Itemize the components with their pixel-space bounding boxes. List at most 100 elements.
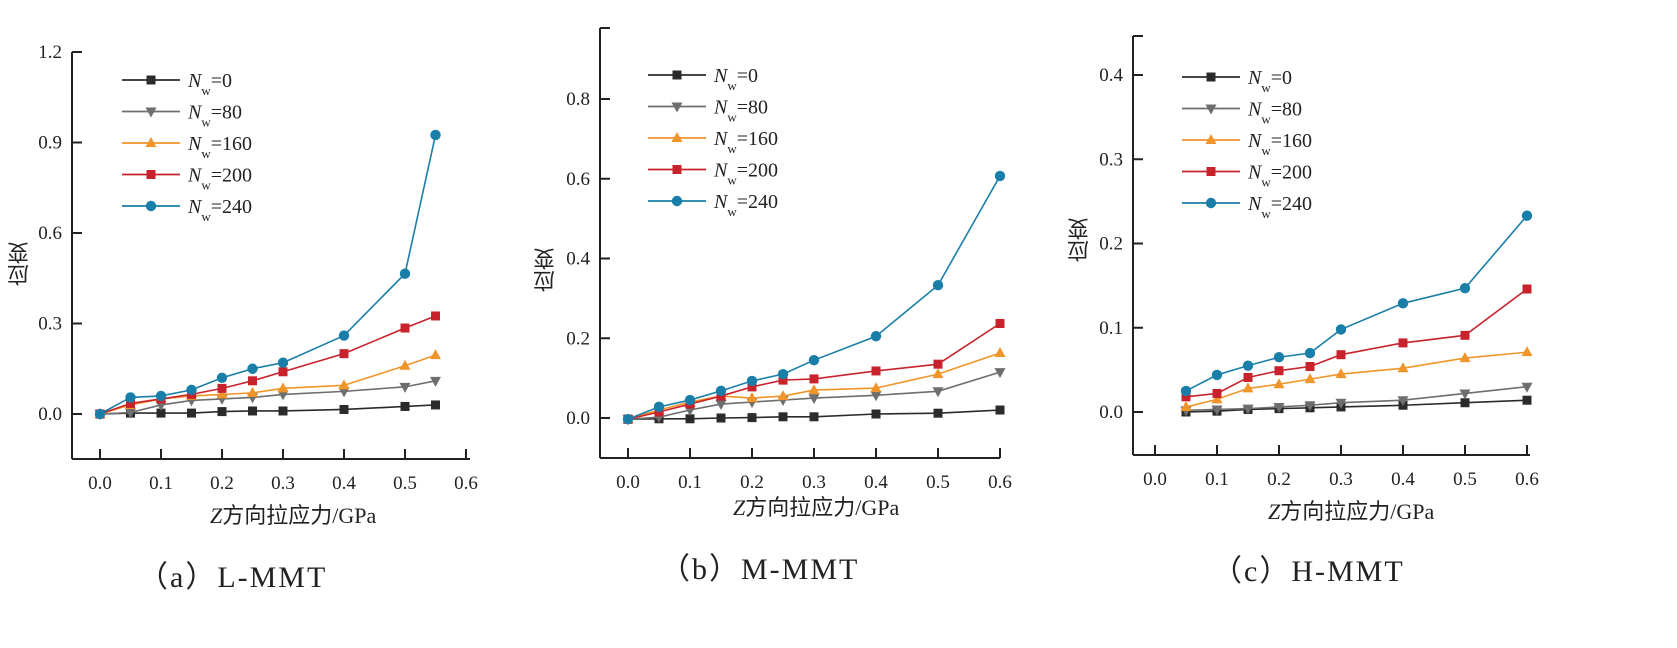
legend-label: Nw=200: [1247, 162, 1312, 190]
data-point: [777, 390, 789, 401]
series-nw-0: [95, 400, 440, 419]
data-point: [277, 390, 289, 401]
legend-marker: [146, 75, 156, 85]
y-tick-label: 0.1: [1099, 318, 1123, 339]
data-point: [1211, 405, 1223, 416]
x-tick-label: 0.3: [802, 472, 826, 493]
y-tick-label: 0.6: [566, 169, 590, 190]
series-line: [99, 404, 436, 415]
legend-marker: [145, 107, 157, 118]
legend: Nw=0 Nw=80 Nw=160 Nw=200 Nw=240: [1182, 67, 1312, 221]
data-point: [778, 412, 788, 422]
chart-panel-c: 0.0 0.1 0.2 0.3 0.4 0.0 0.1 0.2 0.3 0.4 0.5 0.6 Nw=0…: [1067, 0, 1677, 648]
x-tick-label: 0.4: [1391, 469, 1415, 490]
legend-item: Nw=80: [122, 102, 242, 130]
data-point: [1522, 284, 1532, 294]
legend-item: Nw=160: [122, 133, 252, 161]
data-point: [1460, 398, 1470, 408]
data-point: [1243, 372, 1253, 382]
data-point: [1397, 362, 1409, 373]
data-point: [777, 368, 789, 380]
legend-item: Nw=200: [648, 160, 778, 188]
series-nw-80: [1180, 382, 1533, 417]
legend: Nw=0 Nw=80 Nw=160 Nw=200 Nw=240: [648, 65, 778, 219]
data-point: [932, 368, 944, 379]
chart-panel-b: 0.0 0.2 0.4 0.6 0.8 0.0 0.1 0.2 0.3 0.4 0.5 0.6 Nw=0…: [533, 0, 1100, 648]
data-point: [1242, 360, 1254, 371]
data-point: [125, 408, 136, 419]
axes: 0.0 0.3 0.6 0.9 1.2 0.0 0.1 0.2 0.3 0.4 0.5 0.6: [38, 42, 478, 494]
series-nw-240: [94, 129, 441, 420]
data-point: [247, 386, 258, 397]
data-point: [399, 359, 411, 370]
data-point: [684, 394, 696, 406]
data-point: [778, 375, 788, 385]
x-axis-label-text: 方向拉应力/GPa: [745, 495, 900, 520]
series-nw-240: [622, 170, 1006, 425]
data-point: [932, 280, 944, 291]
legend-marker: [1206, 72, 1216, 82]
x-axis-label-text: 方向拉应力/GPa: [1280, 499, 1435, 524]
y-tick-label: 0.4: [566, 249, 590, 270]
y-tick-label: 0.6: [38, 223, 62, 244]
data-point: [994, 368, 1006, 379]
series-nw-240: [1180, 210, 1533, 397]
legend-label: Nw=80: [1247, 99, 1302, 127]
data-point: [431, 400, 440, 410]
legend-item: Nw=200: [122, 165, 252, 193]
data-point: [430, 376, 441, 387]
data-point: [338, 330, 350, 341]
series-nw-160: [1180, 346, 1533, 411]
y-tick-label: 1.2: [38, 42, 62, 63]
data-point: [277, 382, 289, 393]
data-point: [216, 372, 228, 383]
data-point: [746, 392, 758, 403]
chart-panel-a: 0.0 0.3 0.6 0.9 1.2 0.0 0.1 0.2 0.3 0.4 0.5 0.6 Nw=0…: [0, 0, 560, 648]
legend-marker: [672, 165, 682, 174]
data-point: [1335, 398, 1347, 409]
data-point: [746, 375, 758, 387]
data-point: [1304, 347, 1316, 359]
legend-item: Nw=0: [648, 65, 758, 93]
data-point: [1242, 404, 1254, 415]
data-point: [1242, 382, 1254, 393]
legend-marker: [671, 195, 683, 207]
x-tick-label: 0.5: [393, 473, 417, 494]
data-point: [809, 374, 819, 384]
x-axis-label-var: Z: [1268, 499, 1281, 524]
x-tick-label: 0.5: [926, 472, 950, 493]
chart-a-svg: 0.0 0.3 0.6 0.9 1.2 0.0 0.1 0.2 0.3 0.4 0.5 0.6 Nw=0…: [38, 42, 478, 494]
data-point: [1335, 368, 1347, 379]
data-point: [1521, 346, 1533, 357]
series-line: [1185, 215, 1528, 392]
data-point: [716, 413, 726, 423]
legend-marker: [146, 170, 156, 179]
data-point: [1274, 366, 1284, 376]
series-line: [1185, 351, 1528, 408]
data-point: [278, 367, 288, 377]
data-point: [155, 390, 167, 402]
axes: 0.0 0.1 0.2 0.3 0.4 0.0 0.1 0.2 0.3 0.4 0.5 0.6: [1099, 35, 1539, 490]
data-point: [871, 409, 881, 419]
legend-marker: [672, 70, 682, 80]
legend-item: Nw=240: [1182, 193, 1312, 221]
x-tick-label: 0.6: [988, 472, 1012, 493]
data-point: [399, 382, 411, 393]
data-point: [747, 413, 757, 423]
legend-label: Nw=240: [1247, 193, 1312, 221]
y-tick-label: 0.9: [38, 133, 62, 154]
series-line: [627, 175, 1001, 420]
x-tick-label: 0.0: [616, 472, 640, 493]
x-tick-label: 0.0: [1143, 469, 1167, 490]
data-point: [126, 398, 135, 408]
data-point: [1211, 369, 1223, 381]
data-point: [248, 406, 257, 416]
y-axis-label: 应变: [1067, 218, 1092, 262]
series-line: [99, 134, 437, 415]
data-point: [1521, 210, 1533, 221]
data-point: [1521, 382, 1533, 393]
data-point: [870, 331, 882, 342]
legend-marker: [145, 137, 157, 147]
series-line: [99, 354, 436, 415]
x-tick-label: 0.2: [210, 473, 234, 494]
